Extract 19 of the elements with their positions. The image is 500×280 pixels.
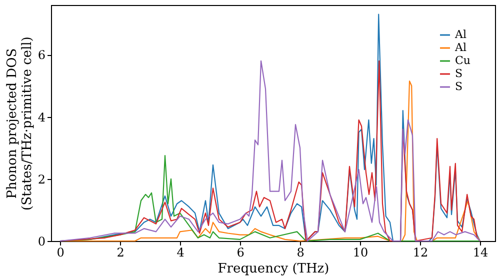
x-tick-label: 6 [236,246,244,260]
x-tick-label: 2 [116,246,124,260]
legend-label: S [455,80,463,93]
legend-label: Cu [455,54,471,67]
x-tick-label: 0 [56,246,64,260]
x-tick-label: 10 [352,246,368,260]
y-tick-label: 6 [38,48,46,62]
x-tick-label: 14 [472,246,488,260]
y-tick-label: 2 [38,172,46,186]
x-tick-label: 12 [412,246,428,260]
legend-label: Al [454,41,467,54]
legend-label: Al [454,28,467,41]
y-tick-label: 0 [38,234,46,248]
x-axis-title: Frequency (THz) [218,262,330,276]
x-tick-label: 8 [296,246,304,260]
y-axis-title: Phonon projected DOS (States/THz·primitive cell) [4,36,35,211]
y-tick-label: 4 [38,110,46,124]
x-tick-label: 4 [176,246,185,260]
legend-label: S [455,67,463,80]
